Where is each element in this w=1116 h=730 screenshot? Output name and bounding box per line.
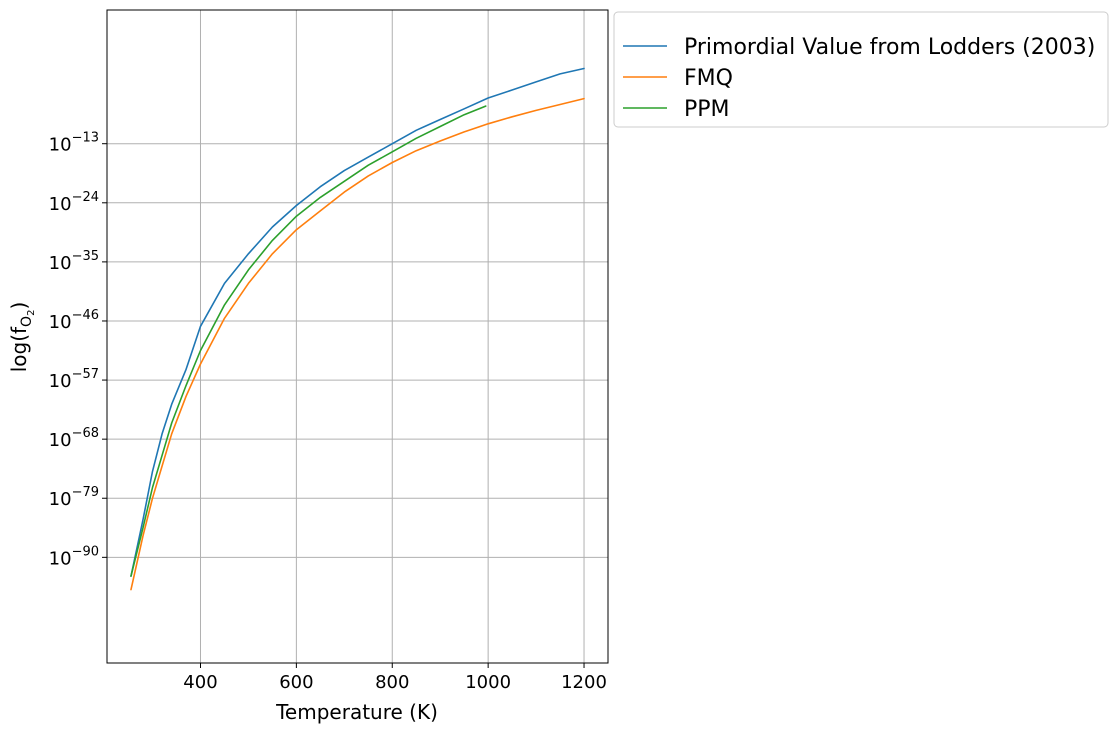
x-tick-label: 600 [279, 672, 313, 693]
y-tick-label: 10−46 [49, 308, 99, 333]
series-line-2 [130, 97, 585, 591]
series-lines [130, 67, 585, 591]
grid [107, 10, 608, 663]
x-axis-ticks: 400 600 800 1000 1200 [183, 663, 607, 693]
series-line-3 [130, 105, 487, 577]
x-tick-label: 1200 [561, 672, 607, 693]
y-tick-label: 10−90 [49, 544, 99, 569]
legend-label: Primordial Value from Lodders (2003) [684, 35, 1095, 60]
y-axis-label: log(fO2) [7, 302, 37, 373]
legend-box [613, 11, 1109, 128]
y-tick-label: 10−57 [49, 367, 99, 392]
legend: Primordial Value from Lodders (2003) FMQ P… [613, 11, 1109, 128]
x-tick-label: 400 [183, 672, 217, 693]
y-tick-label: 10−13 [49, 131, 99, 156]
y-axis-ticks: 10−13 10−24 10−35 10−46 10−57 10−68 10−79 10−90 [49, 131, 107, 569]
y-tick-label: 10−68 [49, 426, 99, 451]
x-tick-label: 1000 [465, 672, 511, 693]
x-tick-label: 800 [375, 672, 409, 693]
series-line-1 [130, 67, 585, 577]
plot-area-frame [106, 9, 609, 664]
legend-label: FMQ [684, 66, 733, 91]
legend-entries: Primordial Value from Lodders (2003) FMQ P… [623, 35, 1095, 122]
x-axis-label: Temperature (K) [275, 700, 438, 724]
y-tick-label: 10−35 [49, 249, 99, 274]
y-tick-label: 10−79 [49, 485, 99, 510]
legend-label: PPM [684, 97, 730, 122]
y-tick-label: 10−24 [49, 190, 99, 215]
